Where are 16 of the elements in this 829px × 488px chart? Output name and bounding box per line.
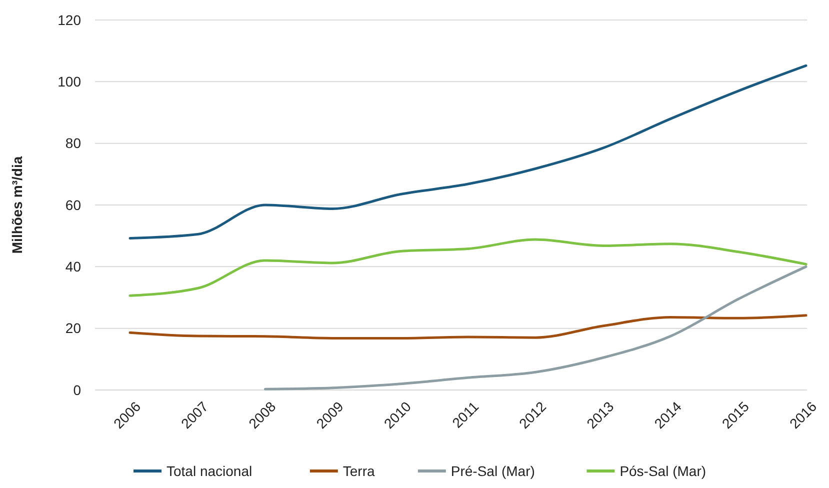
y-tick-label: 20 xyxy=(65,320,82,336)
line-series xyxy=(128,238,808,297)
legend-label: Pré-Sal (Mar) xyxy=(450,462,535,479)
line-series xyxy=(264,265,808,390)
line-series xyxy=(128,314,808,340)
y-tick-label: 120 xyxy=(58,12,82,28)
y-tick-label: 40 xyxy=(65,258,82,275)
legend-label: Terra xyxy=(342,462,376,479)
y-axis-title: Milhões m³/dia xyxy=(9,156,25,254)
line-series xyxy=(128,64,808,240)
legend-label: Total nacional xyxy=(166,462,252,479)
y-tick-label: 80 xyxy=(65,135,82,152)
y-tick-label: 100 xyxy=(58,74,82,90)
legend-label: Pós-Sal (Mar) xyxy=(620,462,706,479)
y-tick-label: 60 xyxy=(65,196,82,213)
y-tick-label: 0 xyxy=(73,382,82,398)
